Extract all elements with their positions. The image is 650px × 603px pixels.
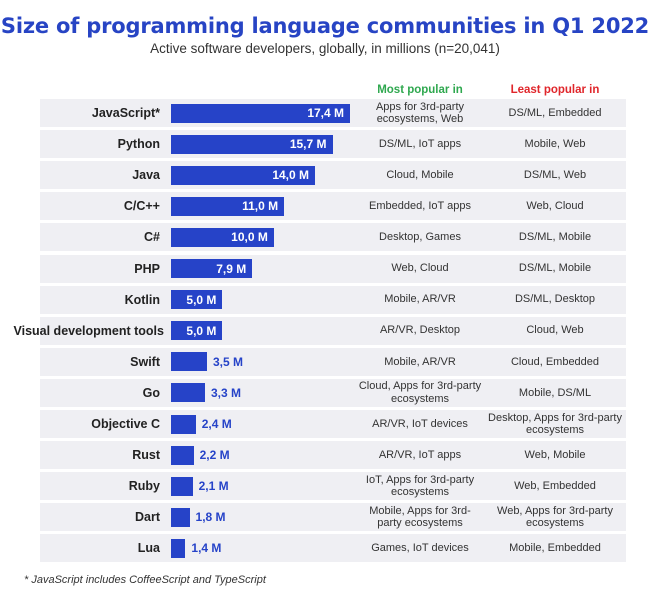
data-label: 14,0 M bbox=[272, 168, 310, 183]
least-popular-cell: Mobile, Embedded bbox=[509, 542, 601, 555]
least-popular-cell: Cloud, Embedded bbox=[510, 355, 600, 368]
category-label: Swift bbox=[130, 354, 160, 369]
most-popular-cell: Web, Cloud bbox=[391, 262, 449, 275]
bar bbox=[171, 476, 193, 496]
most-popular-cell: Mobile, AR/VR bbox=[384, 293, 456, 306]
most-popular-cell: Cloud, Apps for 3rd-party ecosystems bbox=[358, 380, 482, 405]
row-background bbox=[40, 472, 626, 501]
bar bbox=[171, 290, 223, 310]
least-popular-cell: Desktop, Apps for 3rd-party ecosystems bbox=[488, 411, 622, 437]
row-background bbox=[40, 503, 626, 532]
chart-title: Size of programming language communities… bbox=[0, 14, 650, 38]
category-label: Visual development tools bbox=[13, 323, 164, 338]
data-label: 3,3 M bbox=[210, 385, 241, 400]
data-label: 1,8 M bbox=[195, 510, 226, 525]
least-popular-cell: DS/ML, Embedded bbox=[508, 106, 602, 119]
row-background bbox=[40, 378, 626, 407]
least-popular-cell: Web, Mobile bbox=[524, 448, 586, 461]
least-popular-cell: DS/ML, Mobile bbox=[518, 231, 592, 244]
most-popular-cell: AR/VR, IoT apps bbox=[378, 448, 462, 461]
least-popular-cell: DS/ML, Web bbox=[523, 168, 587, 181]
chart-subtitle: Active software developers, globally, in… bbox=[150, 41, 500, 56]
data-label: 1,4 M bbox=[191, 541, 222, 556]
data-label: 2,4 M bbox=[201, 417, 232, 431]
category-label: Go bbox=[142, 385, 160, 400]
most-popular-header: Most popular in bbox=[377, 84, 463, 96]
row-background bbox=[40, 441, 626, 470]
row-background bbox=[40, 316, 626, 345]
most-popular-cell: IoT, Apps for 3rd-party ecosystems bbox=[365, 473, 475, 499]
bar bbox=[171, 259, 253, 278]
least-popular-cell: Mobile, DS/ML bbox=[518, 386, 592, 399]
category-label: Objective C bbox=[91, 417, 160, 431]
bar bbox=[171, 321, 223, 341]
category-label: Java bbox=[132, 168, 160, 183]
data-label: 17,4 M bbox=[307, 106, 344, 120]
least-popular-cell: DS/ML, Mobile bbox=[518, 262, 592, 275]
least-popular-cell: Cloud, Web bbox=[526, 324, 584, 337]
category-label: PHP bbox=[134, 261, 160, 276]
data-label: 2,2 M bbox=[199, 448, 230, 463]
category-label: C/C++ bbox=[123, 199, 160, 214]
row-background bbox=[40, 534, 626, 563]
least-popular-header: Least popular in bbox=[510, 84, 600, 96]
bar bbox=[171, 538, 186, 558]
least-popular-cell: Web, Cloud bbox=[526, 200, 584, 213]
most-popular-cell: Mobile, Apps for 3rd-party ecosystems bbox=[369, 504, 471, 530]
data-label: 7,9 M bbox=[216, 261, 247, 276]
most-popular-cell: DS/ML, IoT apps bbox=[378, 137, 462, 150]
most-popular-cell: Desktop, Games bbox=[379, 231, 461, 244]
bar bbox=[171, 414, 196, 434]
most-popular-cell: Apps for 3rd-party ecosystems, Web bbox=[375, 100, 465, 126]
data-label: 3,5 M bbox=[213, 354, 244, 369]
least-popular-cell: DS/ML, Desktop bbox=[514, 293, 596, 306]
row-background bbox=[40, 223, 626, 252]
bar bbox=[171, 383, 205, 403]
row-background bbox=[40, 347, 626, 376]
least-popular-cell: Mobile, Web bbox=[524, 137, 586, 150]
most-popular-cell: AR/VR, IoT devices bbox=[372, 417, 468, 430]
bar bbox=[171, 507, 190, 527]
most-popular-cell: Embedded, IoT apps bbox=[369, 200, 471, 213]
category-label: Ruby bbox=[128, 479, 160, 494]
least-popular-cell: Web, Embedded bbox=[514, 479, 596, 492]
data-label: 2,1 M bbox=[198, 479, 229, 494]
row-background bbox=[40, 410, 626, 438]
row-background bbox=[40, 192, 626, 221]
bar bbox=[171, 103, 350, 123]
bar bbox=[171, 227, 274, 247]
data-label: 11,0 M bbox=[242, 199, 279, 214]
row-background bbox=[40, 285, 626, 314]
data-label: 10,0 M bbox=[231, 230, 268, 245]
category-label: Rust bbox=[132, 448, 160, 463]
footnote: * JavaScript includes CoffeeScript and T… bbox=[24, 574, 266, 586]
category-label: Dart bbox=[134, 510, 160, 525]
most-popular-cell: Mobile, AR/VR bbox=[384, 355, 456, 368]
data-label: 5,0 M bbox=[186, 292, 217, 307]
bar bbox=[171, 165, 316, 185]
category-label: Kotlin bbox=[124, 292, 160, 307]
category-label: Lua bbox=[137, 541, 160, 556]
bar bbox=[171, 196, 285, 216]
most-popular-cell: Games, IoT devices bbox=[371, 542, 469, 555]
row-background bbox=[40, 161, 626, 190]
bar bbox=[171, 352, 207, 372]
most-popular-cell: Cloud, Mobile bbox=[386, 168, 454, 181]
bar bbox=[171, 134, 333, 154]
data-label: 5,0 M bbox=[186, 323, 217, 338]
category-label: C# bbox=[144, 230, 160, 245]
most-popular-cell: AR/VR, Desktop bbox=[379, 324, 461, 337]
row-background bbox=[40, 254, 626, 283]
row-background bbox=[40, 130, 626, 159]
category-label: JavaScript* bbox=[91, 106, 160, 120]
category-label: Python bbox=[117, 137, 160, 152]
least-popular-cell: Web, Apps for 3rd-party ecosystems bbox=[497, 504, 613, 530]
data-label: 15,7 M bbox=[289, 137, 327, 152]
bar bbox=[171, 445, 194, 465]
